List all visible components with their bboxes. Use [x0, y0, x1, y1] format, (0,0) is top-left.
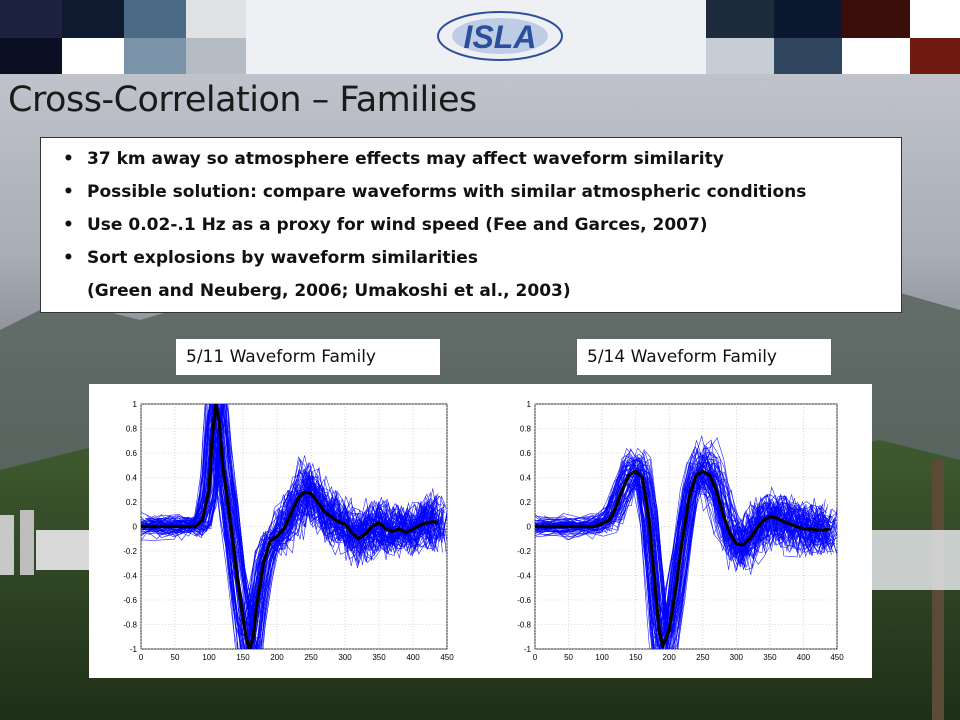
- y-tick-label: 0.6: [520, 449, 532, 458]
- waveform-trace: [141, 404, 433, 649]
- stacked-waveform: [535, 469, 831, 649]
- x-tick-label: 350: [763, 653, 777, 662]
- waveform-chart-0: 0 50 100 150 200 250 300 350 400 450 -1 -0.8 -0.6 -0.…: [123, 400, 454, 662]
- waveform-charts: 0 50 100 150 200 250 300 350 400 450-1-0.8-0.6-0.…: [123, 400, 844, 662]
- waveform-trace: [541, 470, 837, 640]
- tile-plane: [186, 38, 246, 74]
- y-tick-label: -0.4: [517, 572, 531, 581]
- greenhouse: [872, 530, 960, 590]
- x-tick-label: 0: [139, 653, 144, 662]
- x-tick-label: 100: [202, 653, 216, 662]
- y-tick-label: -0.2: [123, 547, 137, 556]
- tile-wave: [124, 0, 186, 38]
- y-tick-label: -1: [130, 645, 138, 654]
- x-tick-label: 300: [338, 653, 352, 662]
- bullet-item: (Green and Neuberg, 2006; Umakoshi et al…: [87, 281, 571, 301]
- x-tick-label: 50: [564, 653, 573, 662]
- waveform-trace: [147, 404, 446, 649]
- y-tick-label: -0.6: [517, 596, 531, 605]
- y-tick-label: 1: [527, 400, 532, 409]
- bullet-list: 37 km away so atmosphere effects may aff…: [41, 138, 901, 311]
- x-tick-label: 250: [304, 653, 318, 662]
- waveform-trace: [141, 406, 432, 649]
- x-tick-label: 200: [270, 653, 284, 662]
- y-tick-label: 0.6: [126, 449, 138, 458]
- x-tick-label: 150: [236, 653, 250, 662]
- y-tick-label: 0: [133, 523, 138, 532]
- silo-left: [0, 515, 14, 575]
- x-tick-label: 250: [696, 653, 710, 662]
- tile-volcano: [842, 0, 910, 38]
- waveform-trace: [146, 433, 445, 632]
- y-tick-label: -0.6: [123, 596, 137, 605]
- y-tick-label: 0.2: [126, 498, 138, 507]
- x-tick-label: 450: [440, 653, 454, 662]
- y-tick-label: 0.4: [520, 474, 532, 483]
- waveform-trace: [144, 404, 442, 649]
- x-tick-label: 100: [595, 653, 609, 662]
- waveform-trace: [536, 439, 833, 649]
- bullet-item: Possible solution: compare waveforms wit…: [61, 179, 901, 212]
- waveform-trace: [543, 441, 837, 649]
- x-tick-label: 450: [830, 653, 844, 662]
- waveform-trace: [535, 448, 822, 649]
- family-label-511: 5/11 Waveform Family: [176, 339, 440, 375]
- waveform-trace: [535, 454, 824, 649]
- x-tick-label: 300: [730, 653, 744, 662]
- waveform-chart-1: 0 50 100 150 200 250 300 350 400 450 -1 -0.8 -0.6 -0.…: [517, 400, 844, 662]
- stacked-waveform: [141, 404, 439, 649]
- barn: [36, 530, 96, 570]
- waveform-trace: [537, 456, 833, 649]
- bullet-item: Use 0.02-.1 Hz as a proxy for wind speed…: [61, 212, 901, 245]
- y-tick-label: 1: [133, 400, 138, 409]
- waveform-trace: [141, 404, 437, 649]
- waveform-trace: [544, 450, 837, 649]
- x-tick-label: 350: [372, 653, 386, 662]
- y-tick-label: 0.8: [126, 425, 138, 434]
- waveform-trace: [535, 460, 825, 649]
- y-tick-label: -1: [524, 645, 532, 654]
- tile-earth: [706, 0, 774, 38]
- x-tick-label: 150: [629, 653, 643, 662]
- waveform-trace: [146, 404, 444, 649]
- x-tick-label: 200: [663, 653, 677, 662]
- svg-text:ISLA: ISLA: [464, 19, 537, 55]
- y-tick-label: -0.2: [517, 547, 531, 556]
- y-tick-label: -0.8: [123, 621, 137, 630]
- y-tick-label: 0.4: [126, 474, 138, 483]
- x-tick-label: 400: [406, 653, 420, 662]
- family-label-514: 5/14 Waveform Family: [577, 339, 831, 375]
- y-tick-label: 0.8: [520, 425, 532, 434]
- page-title: Cross-Correlation – Families: [8, 80, 477, 120]
- x-tick-label: 400: [797, 653, 811, 662]
- x-tick-label: 0: [533, 653, 538, 662]
- x-tick-label: 50: [171, 653, 180, 662]
- tile-meteor: [0, 0, 62, 38]
- bullet-item: Sort explosions by waveform similarities: [61, 245, 901, 278]
- silo-right: [20, 510, 34, 575]
- y-tick-label: 0.2: [520, 498, 532, 507]
- waveform-trace: [148, 404, 447, 649]
- bullet-box: 37 km away so atmosphere effects may aff…: [40, 137, 902, 313]
- y-tick-label: -0.4: [123, 572, 137, 581]
- isla-logo: ISLA: [437, 11, 563, 61]
- y-tick-label: -0.8: [517, 621, 531, 630]
- waveform-trace: [141, 415, 432, 637]
- plot-panel: 0 50 100 150 200 250 300 350 400 450 -1 -0.8 -0.6 -0.…: [89, 384, 872, 678]
- bullet-item: 37 km away so atmosphere effects may aff…: [61, 146, 901, 179]
- y-tick-label: 0: [527, 523, 532, 532]
